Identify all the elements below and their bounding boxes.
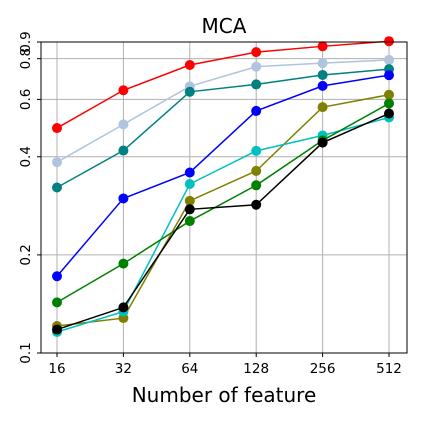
series-8: [52, 108, 394, 335]
x-tick-label: 64: [181, 361, 198, 377]
series-line: [56, 74, 390, 277]
axis-ticks: 16 32 64 128 256 512 0.1 0.2 0.4 0.6 0.80.9: [18, 31, 402, 377]
y-tick-label: 0.8: [18, 48, 34, 69]
x-tick-label: 512: [376, 361, 402, 377]
x-tick-label: 128: [243, 361, 269, 377]
data-point: [384, 54, 394, 65]
data-point: [251, 145, 262, 156]
data-point: [251, 105, 262, 116]
series-line: [56, 116, 390, 333]
y-tick-label: 0.1: [18, 342, 34, 363]
data-point: [52, 157, 62, 168]
series-line: [56, 59, 390, 163]
data-point: [251, 199, 262, 210]
data-point: [384, 108, 394, 119]
data-point: [384, 98, 394, 109]
y-tick-label: 0.4: [18, 146, 34, 167]
series-7: [52, 98, 394, 308]
y-tick-label: 0.6: [18, 89, 34, 110]
data-point: [317, 102, 328, 113]
series-line: [56, 68, 390, 189]
data-point: [384, 36, 394, 47]
data-point: [184, 179, 195, 190]
data-point: [184, 195, 195, 206]
data-point: [118, 119, 129, 130]
data-point: [52, 271, 62, 282]
chart-title: MCA: [202, 14, 247, 38]
plot-frame: [40, 41, 408, 354]
data-point: [384, 70, 394, 81]
data-point: [118, 85, 129, 96]
series-4: [52, 70, 394, 282]
data-point: [118, 302, 129, 313]
data-point: [184, 60, 195, 71]
series-6: [52, 112, 394, 337]
data-point: [251, 47, 262, 58]
series-5: [52, 89, 394, 332]
data-point: [384, 89, 394, 100]
y-tick-label: 0.9: [18, 31, 34, 52]
data-point: [251, 180, 262, 191]
x-axis-label: Number of feature: [132, 383, 317, 407]
data-point: [52, 324, 62, 335]
x-tick-label: 32: [115, 361, 132, 377]
data-point: [184, 204, 195, 215]
data-point: [52, 123, 62, 134]
data-point: [317, 69, 328, 80]
series-line: [56, 40, 390, 129]
y-tick-label: 0.2: [18, 244, 34, 265]
data-point: [184, 216, 195, 227]
data-point: [118, 145, 129, 156]
data-point: [52, 297, 62, 308]
series-1: [52, 36, 394, 134]
data-point: [118, 258, 129, 269]
data-point: [317, 137, 328, 148]
x-tick-label: 256: [310, 361, 336, 377]
data-point: [317, 80, 328, 91]
series-2: [52, 54, 394, 168]
x-tick-label: 16: [48, 361, 65, 377]
series-line: [56, 102, 390, 304]
data-point: [251, 79, 262, 90]
data-point: [118, 193, 129, 204]
series-line: [56, 94, 390, 327]
data-point: [251, 165, 262, 176]
data-point: [52, 182, 62, 193]
series-line: [56, 112, 390, 331]
data-point: [317, 58, 328, 69]
data-point: [251, 61, 262, 72]
series-layer: [52, 36, 394, 337]
data-point: [317, 41, 328, 52]
data-point: [184, 86, 195, 97]
data-point: [184, 167, 195, 178]
